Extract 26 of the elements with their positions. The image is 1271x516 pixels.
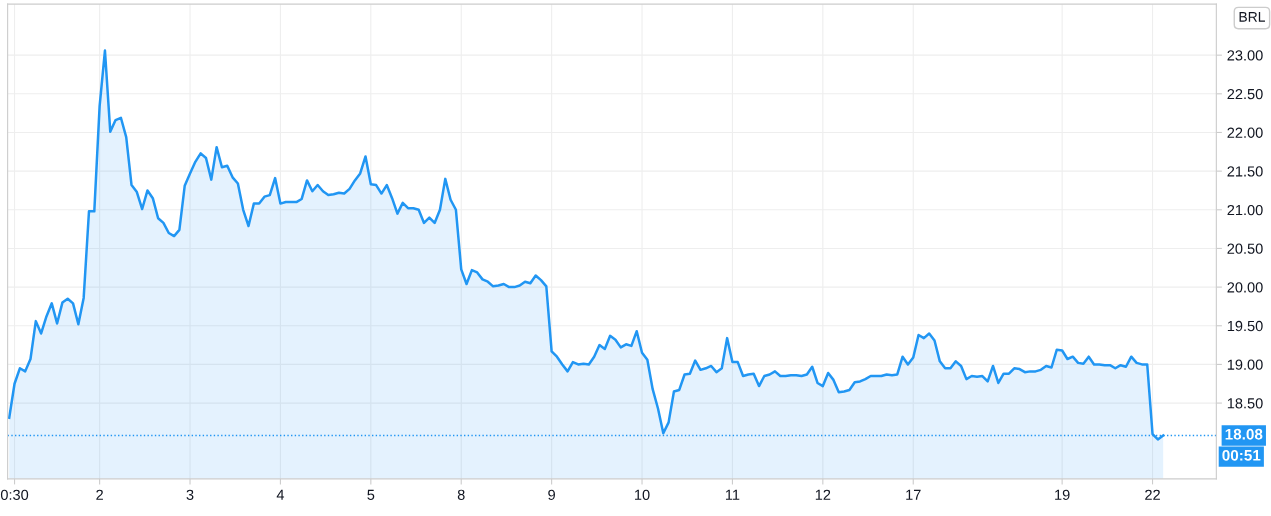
y-tick-label: 19.50: [1227, 320, 1263, 332]
x-tick-label: 9: [548, 489, 555, 500]
y-tick-label: 20.50: [1227, 243, 1263, 254]
text: BRL: [1239, 12, 1265, 22]
x-tick-label: 3: [186, 489, 194, 500]
x-tick-label: 4: [276, 489, 285, 500]
x-tick-label: 11: [725, 489, 740, 500]
x-tick-label: 10: [635, 489, 650, 500]
y-tick-label: 18.50: [1227, 398, 1263, 409]
y-tick-label: 23.00: [1227, 50, 1263, 61]
y-tick-label: 22.00: [1227, 127, 1263, 138]
y-tick-label: 21.00: [1227, 204, 1263, 216]
x-tick-label: 17: [906, 489, 921, 500]
x-tick-label: 2: [96, 489, 103, 500]
y-tick-label: 22.50: [1227, 88, 1263, 100]
x-tick-label: 0:30: [0, 489, 29, 500]
y-tick-label: 21.50: [1227, 166, 1263, 177]
x-tick-label: 12: [815, 489, 831, 500]
text: 00:51: [1222, 449, 1261, 461]
x-tick-label: 5: [367, 489, 375, 500]
x-tick-label: 8: [457, 489, 465, 500]
x-tick-label: 19: [1055, 489, 1070, 500]
ref-line-label: 18.08: [1225, 428, 1263, 440]
y-tick-label: 19.00: [1227, 359, 1263, 370]
y-tick-label: 20.00: [1227, 282, 1263, 293]
x-tick-label: 22: [1145, 489, 1160, 500]
